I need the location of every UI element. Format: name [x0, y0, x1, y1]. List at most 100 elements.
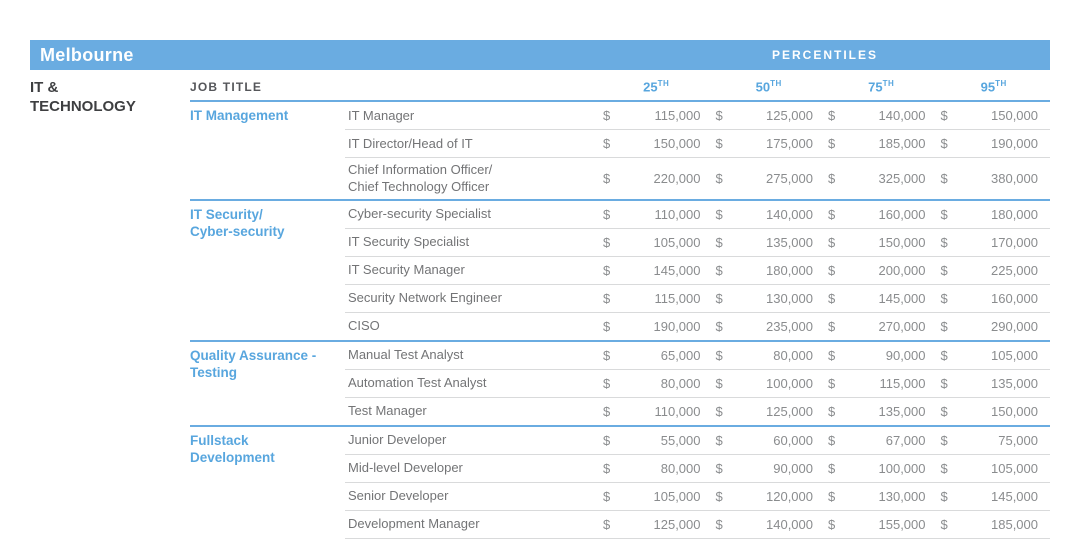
currency-symbol: $	[828, 206, 836, 222]
salary-cell-50th: $135,000	[713, 235, 826, 250]
salary-cell-25th: $105,000	[600, 489, 713, 504]
currency-symbol: $	[828, 516, 836, 532]
salary-cell-50th: $130,000	[713, 291, 826, 306]
salary-amount: 170,000	[991, 234, 1038, 250]
currency-symbol: $	[940, 290, 948, 306]
salary-amount: 180,000	[991, 206, 1038, 222]
salary-cell-95th: $225,000	[938, 263, 1051, 278]
salary-cell-50th: $100,000	[713, 376, 826, 391]
salary-cell-25th: $220,000	[600, 171, 713, 186]
salary-amount: 100,000	[766, 375, 813, 391]
currency-symbol: $	[603, 206, 611, 222]
table-row: Chief Information Officer/ Chief Technol…	[345, 157, 1050, 199]
salary-amount: 135,000	[991, 375, 1038, 391]
salary-amount: 150,000	[878, 234, 926, 250]
salary-amount: 90,000	[885, 347, 926, 363]
currency-symbol: $	[828, 318, 836, 334]
salary-amount: 135,000	[878, 403, 926, 419]
currency-symbol: $	[940, 206, 948, 222]
currency-symbol: $	[828, 262, 836, 278]
salary-amount: 105,000	[653, 488, 701, 504]
currency-symbol: $	[828, 108, 836, 124]
salary-cell-95th: $75,000	[938, 433, 1051, 448]
currency-symbol: $	[603, 234, 611, 250]
salary-cell-95th: $150,000	[938, 404, 1051, 419]
salary-amount: 270,000	[878, 318, 926, 334]
salary-amount: 100,000	[878, 460, 926, 476]
table-row: Development Manager $125,000 $140,000 $1…	[345, 509, 1050, 539]
currency-symbol: $	[828, 403, 836, 419]
salary-cell-50th: $275,000	[713, 171, 826, 186]
salary-cell-75th: $325,000	[825, 171, 938, 186]
currency-symbol: $	[828, 432, 836, 448]
currency-symbol: $	[715, 488, 723, 504]
salary-cell-95th: $170,000	[938, 235, 1051, 250]
salary-cell-75th: $160,000	[825, 207, 938, 222]
salary-cell-75th: $90,000	[825, 348, 938, 363]
salary-cell-50th: $140,000	[713, 517, 826, 532]
job-title-cell: Development Manager	[348, 516, 480, 532]
salary-amount: 110,000	[654, 403, 701, 419]
percentile-number: 75	[868, 79, 883, 95]
salary-cell-75th: $200,000	[825, 263, 938, 278]
salary-amount: 200,000	[878, 262, 926, 278]
currency-symbol: $	[603, 171, 611, 187]
currency-symbol: $	[603, 108, 611, 124]
percentile-number: 25	[643, 79, 658, 95]
currency-symbol: $	[828, 347, 836, 363]
table-row: Manual Test Analyst $65,000 $80,000 $90,…	[345, 342, 1050, 369]
currency-symbol: $	[828, 234, 836, 250]
currency-symbol: $	[603, 262, 611, 278]
table-row: Junior Developer $55,000 $60,000 $67,000…	[345, 427, 1050, 454]
salary-cell-75th: $140,000	[825, 108, 938, 123]
percentile-column-header-95: 95TH	[938, 79, 1051, 94]
currency-symbol: $	[940, 488, 948, 504]
currency-symbol: $	[603, 318, 611, 334]
salary-amount: 380,000	[991, 171, 1038, 187]
salary-cell-50th: $175,000	[713, 136, 826, 151]
currency-symbol: $	[715, 432, 723, 448]
salary-amount: 145,000	[991, 488, 1038, 504]
salary-cell-95th: $160,000	[938, 291, 1051, 306]
salary-amount: 55,000	[660, 432, 701, 448]
salary-cell-50th: $80,000	[713, 348, 826, 363]
currency-symbol: $	[940, 262, 948, 278]
salary-cell-25th: $105,000	[600, 235, 713, 250]
currency-symbol: $	[603, 290, 611, 306]
salary-cell-95th: $105,000	[938, 348, 1051, 363]
percentiles-label: PERCENTILES	[771, 48, 878, 62]
salary-amount: 80,000	[660, 375, 701, 391]
salary-cell-25th: $110,000	[600, 404, 713, 419]
salary-cell-75th: $130,000	[825, 489, 938, 504]
job-title-cell: Automation Test Analyst	[348, 375, 487, 391]
salary-amount: 105,000	[991, 460, 1038, 476]
table-row: IT Security Specialist $105,000 $135,000…	[345, 227, 1051, 256]
salary-amount: 65,000	[660, 347, 701, 363]
currency-symbol: $	[603, 136, 611, 152]
table-row: Automation Test Analyst $80,000 $100,000…	[345, 368, 1050, 397]
salary-amount: 140,000	[766, 516, 813, 532]
job-title-cell: Cyber-security Specialist	[348, 206, 492, 222]
region-title: Melbourne	[40, 44, 134, 65]
percentile-suffix: TH	[882, 79, 895, 88]
job-title-cell: Manual Test Analyst	[348, 347, 464, 363]
salary-cell-25th: $115,000	[600, 108, 713, 123]
currency-symbol: $	[603, 432, 611, 448]
currency-symbol: $	[715, 516, 723, 532]
salary-amount: 125,000	[766, 403, 813, 419]
salary-amount: 150,000	[653, 136, 701, 152]
percentile-number: 50	[755, 79, 771, 95]
category-rows: IT Manager $115,000 $125,000 $140,000 $1…	[345, 102, 1050, 199]
currency-symbol: $	[715, 318, 723, 334]
salary-amount: 145,000	[878, 290, 926, 306]
salary-amount: 60,000	[773, 432, 813, 448]
job-category-section: IT Management IT Manager $115,000 $125,0…	[190, 102, 1050, 199]
job-title-cell: Chief Information Officer/ Chief Technol…	[348, 162, 493, 194]
salary-cell-25th: $80,000	[600, 376, 713, 391]
currency-symbol: $	[940, 403, 948, 419]
currency-symbol: $	[715, 136, 723, 152]
currency-symbol: $	[715, 171, 723, 187]
table-row: Test Manager $110,000 $125,000 $135,000 …	[345, 396, 1051, 425]
job-title-cell: Senior Developer	[348, 488, 449, 504]
salary-cell-95th: $290,000	[938, 319, 1051, 334]
